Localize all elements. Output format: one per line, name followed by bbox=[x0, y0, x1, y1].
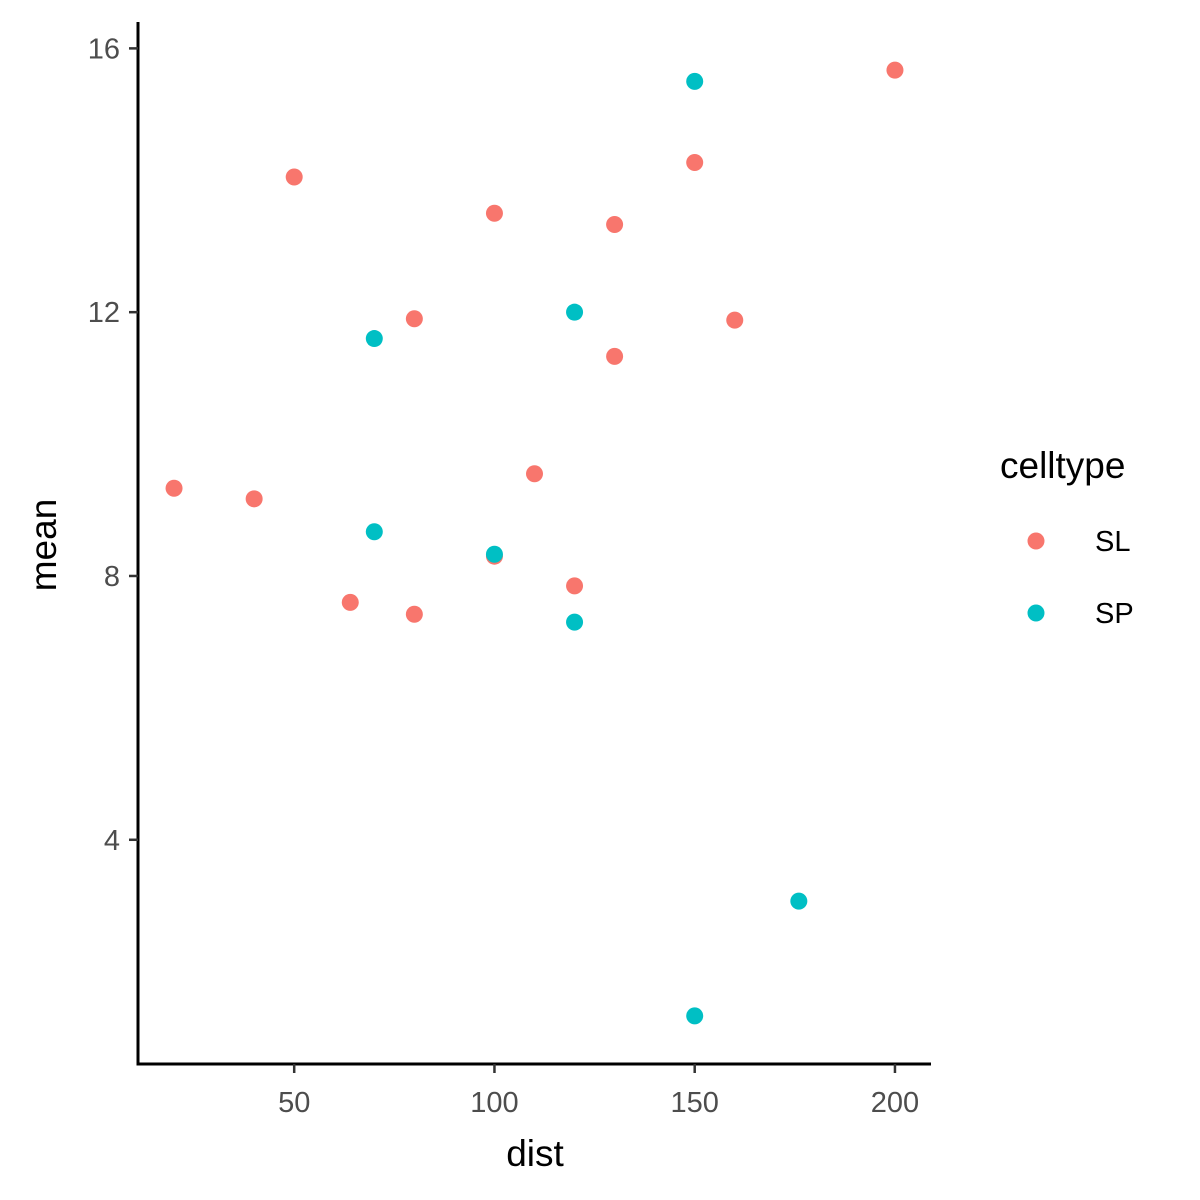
x-tick-label: 150 bbox=[671, 1087, 719, 1119]
point-sl-4 bbox=[405, 310, 423, 328]
legend-title: celltype bbox=[1000, 445, 1125, 486]
point-sl-0 bbox=[165, 479, 183, 497]
point-sl-13 bbox=[726, 311, 744, 329]
x-axis-title: dist bbox=[506, 1133, 564, 1174]
legend-label-sl: SL bbox=[1095, 526, 1130, 558]
point-sp-4 bbox=[566, 613, 584, 631]
point-sp-5 bbox=[686, 72, 704, 90]
y-tick-label: 4 bbox=[104, 825, 120, 857]
y-tick-label: 16 bbox=[88, 33, 120, 65]
point-sl-12 bbox=[686, 153, 704, 171]
point-sl-2 bbox=[285, 168, 303, 186]
point-sl-1 bbox=[245, 490, 263, 508]
legend-key-sl bbox=[1027, 532, 1045, 550]
y-tick-label: 8 bbox=[104, 561, 120, 593]
point-sl-10 bbox=[606, 215, 624, 233]
x-tick-label: 50 bbox=[278, 1087, 310, 1119]
x-axis-ticks: 50 100 150 200 bbox=[278, 1064, 919, 1119]
point-sp-2 bbox=[485, 545, 503, 563]
legend: celltype SL SP bbox=[1000, 445, 1134, 630]
y-tick-label: 12 bbox=[88, 297, 120, 329]
point-sp-7 bbox=[790, 892, 808, 910]
point-sl-11 bbox=[606, 347, 624, 365]
point-sl-9 bbox=[566, 577, 584, 595]
point-sl-8 bbox=[526, 465, 543, 483]
y-axis-ticks: 4 8 12 16 bbox=[88, 33, 138, 857]
point-sl-6 bbox=[485, 204, 503, 222]
y-axis-title: mean bbox=[23, 499, 64, 592]
point-sp-1 bbox=[365, 523, 383, 541]
data-points bbox=[165, 61, 904, 1025]
legend-label-sp: SP bbox=[1095, 598, 1134, 630]
point-sl-14 bbox=[886, 61, 904, 79]
point-sl-5 bbox=[405, 605, 423, 623]
point-sl-3 bbox=[341, 593, 359, 611]
legend-key-sp bbox=[1027, 604, 1045, 622]
legend-items: SL SP bbox=[1027, 526, 1134, 630]
point-sp-3 bbox=[566, 303, 584, 321]
x-tick-label: 100 bbox=[470, 1087, 518, 1119]
x-tick-label: 200 bbox=[871, 1087, 919, 1119]
point-sp-6 bbox=[686, 1007, 704, 1025]
point-sp-0 bbox=[365, 330, 383, 348]
